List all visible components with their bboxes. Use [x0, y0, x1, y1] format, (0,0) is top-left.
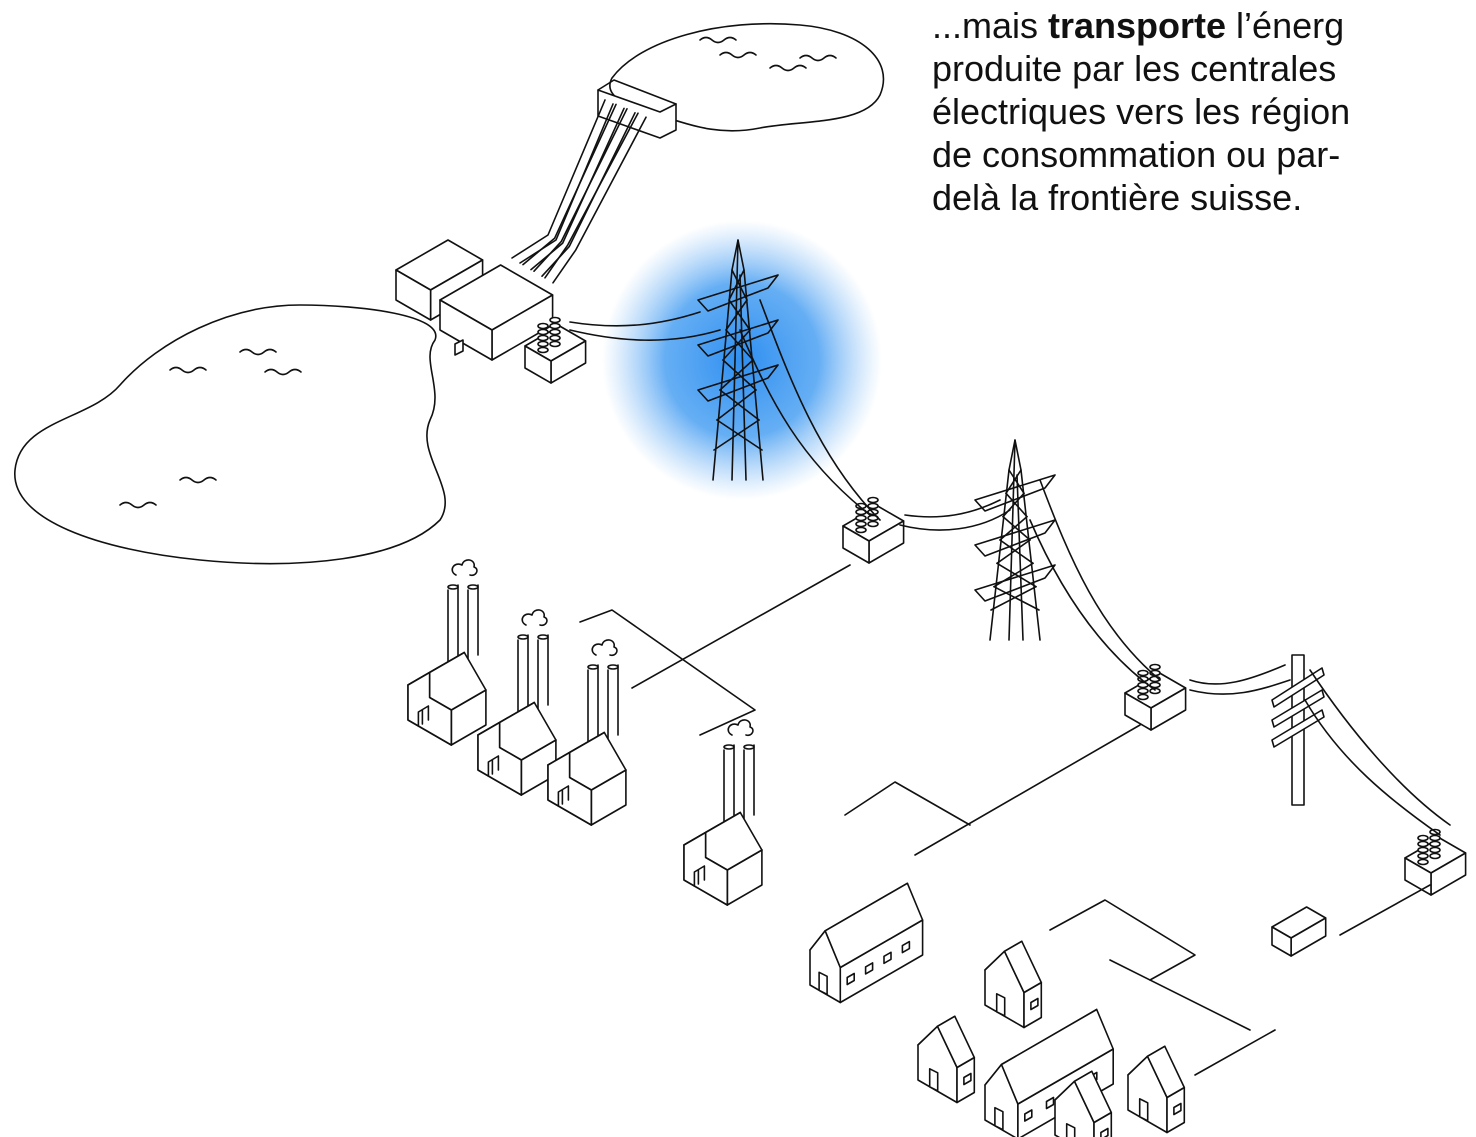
- insulator: [856, 516, 866, 521]
- chimney-top: [448, 585, 458, 589]
- cable: [1305, 700, 1440, 835]
- insulator: [538, 330, 548, 335]
- smoke: [452, 560, 477, 575]
- chimney-top: [538, 635, 548, 639]
- insulator: [1430, 854, 1440, 859]
- caption-line: ...mais transporte l’énerg: [932, 4, 1476, 47]
- water-wave: [180, 478, 216, 483]
- chimney-top: [468, 585, 478, 589]
- house-door: [997, 994, 1005, 1016]
- insulator: [1418, 848, 1428, 853]
- insulator: [1138, 695, 1148, 700]
- caption-line: delà la frontière suisse.: [932, 176, 1476, 219]
- chimney-top: [724, 745, 734, 749]
- cable: [905, 500, 1000, 517]
- tower-arm: [975, 565, 1055, 601]
- insulator: [1418, 836, 1428, 841]
- cable: [1190, 665, 1285, 684]
- water-wave: [170, 368, 206, 373]
- caption-line: produite par les centrales: [932, 47, 1476, 90]
- power-house-door: [455, 340, 463, 355]
- insulator: [1418, 860, 1428, 865]
- smoke: [728, 720, 753, 735]
- cable: [1040, 480, 1160, 680]
- chimney-top: [588, 665, 598, 669]
- penstock: [520, 104, 613, 263]
- insulator: [538, 348, 548, 353]
- smoke: [522, 610, 547, 625]
- ground-line: [845, 782, 970, 825]
- lower-lake: [15, 305, 445, 564]
- insulator: [538, 324, 548, 329]
- chimney-top: [518, 635, 528, 639]
- ground-line: [1340, 885, 1430, 935]
- insulator: [856, 528, 866, 533]
- cable: [1030, 520, 1155, 690]
- insulator: [538, 336, 548, 341]
- insulator: [550, 342, 560, 347]
- insulator: [1418, 854, 1428, 859]
- insulator: [868, 522, 878, 527]
- tower-brace: [1000, 517, 1030, 540]
- tower-leg: [990, 440, 1040, 640]
- page: Transport {"text": { "lead": "...mais ",…: [0, 0, 1476, 1137]
- cable: [900, 510, 1010, 530]
- caption-text: ...mais: [932, 5, 1048, 46]
- caption-emphasis: transporte: [1048, 5, 1226, 46]
- insulator: [550, 330, 560, 335]
- ground-line: [915, 725, 1140, 855]
- ground-line: [1195, 1030, 1275, 1075]
- house-door: [819, 972, 827, 994]
- penstock: [545, 113, 638, 278]
- water-wave: [120, 503, 156, 508]
- insulator: [538, 342, 548, 347]
- house-door: [995, 1108, 1003, 1130]
- caption-line: de consommation ou par-: [932, 133, 1476, 176]
- screen: ...mais transporte l’énerg produite par …: [0, 0, 1476, 1137]
- insulator: [856, 522, 866, 527]
- cable: [1190, 680, 1290, 694]
- water-wave: [800, 56, 836, 61]
- chimney-top: [744, 745, 754, 749]
- water-wave: [700, 38, 736, 43]
- insulator: [550, 318, 560, 323]
- house-door: [930, 1069, 938, 1091]
- ground-line: [1110, 960, 1250, 1030]
- water-wave: [265, 370, 301, 375]
- caption-text: l’énerg: [1226, 5, 1344, 46]
- insulator: [1430, 842, 1440, 847]
- water-wave: [770, 66, 806, 71]
- smoke: [592, 640, 617, 655]
- insulator: [1418, 842, 1428, 847]
- caption-line: électriques vers les région: [932, 90, 1476, 133]
- ground-line: [1050, 900, 1195, 980]
- insulator: [1150, 665, 1160, 670]
- cable: [1310, 670, 1450, 825]
- ground-line: [632, 565, 850, 688]
- tower-brace: [994, 563, 1036, 586]
- tower-brace: [997, 540, 1033, 563]
- water-wave: [240, 350, 276, 355]
- insulator: [1430, 836, 1440, 841]
- insulator: [550, 324, 560, 329]
- insulator: [550, 336, 560, 341]
- house-door: [1140, 1099, 1148, 1121]
- chimney-top: [608, 665, 618, 669]
- insulator: [1138, 689, 1148, 694]
- insulator: [1430, 848, 1440, 853]
- insulator: [1138, 671, 1148, 676]
- water-wave: [720, 53, 756, 58]
- caption: ...mais transporte l’énerg produite par …: [932, 4, 1476, 219]
- insulator: [868, 498, 878, 503]
- ground-line: [580, 610, 755, 735]
